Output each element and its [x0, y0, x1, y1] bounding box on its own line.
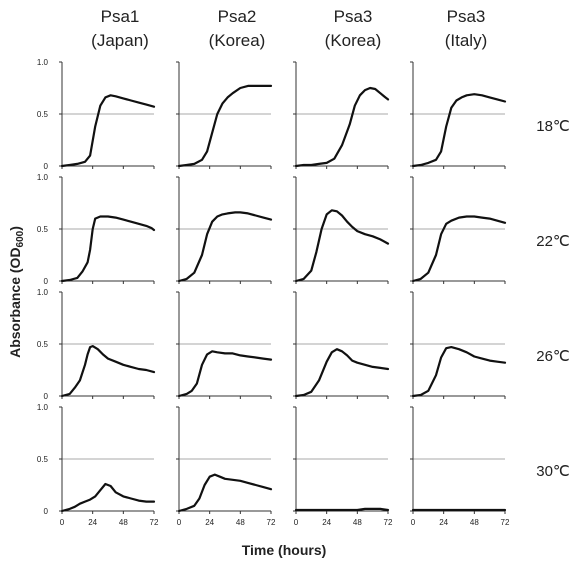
- x-tick-label: 72: [150, 518, 159, 527]
- row-label-30c: 30℃: [536, 463, 570, 480]
- series-line-psa1-japan-26: [60, 345, 156, 398]
- panel-psa2-korea-18: [176, 61, 273, 169]
- column-title-3-line1: Psa3: [334, 7, 373, 26]
- column-title-1-line1: Psa1: [101, 7, 140, 26]
- row-label-22c: 22℃: [536, 233, 570, 250]
- series-line-psa1-japan-22: [60, 215, 156, 283]
- y-tick-label: 0: [44, 392, 49, 401]
- panel-psa1-japan-30: 0 0.5 1.0 0 24 48 72: [37, 403, 159, 527]
- panel-psa3-italy-22: [410, 176, 507, 284]
- x-tick-label: 24: [322, 518, 331, 527]
- y-axis-label-close: ): [7, 226, 23, 231]
- panel-psa1-japan-22: 0 0.5 1.0: [37, 173, 156, 286]
- x-tick-label: 24: [205, 518, 214, 527]
- x-tick-label: 24: [439, 518, 448, 527]
- y-axis-label-subscript: 600: [15, 230, 26, 247]
- column-title-3-line2: (Korea): [325, 31, 382, 50]
- x-tick-label: 0: [177, 518, 182, 527]
- y-tick-label: 0: [44, 507, 49, 516]
- y-tick-label: 1.0: [37, 58, 49, 67]
- y-tick-label: 0.5: [37, 225, 49, 234]
- x-axis-label: Time (hours): [242, 542, 327, 558]
- y-axis-label: Absorbance (OD600): [7, 226, 26, 358]
- column-title-4-line1: Psa3: [447, 7, 486, 26]
- x-tick-label: 72: [384, 518, 393, 527]
- panel-psa2-korea-22: [176, 176, 273, 284]
- x-tick-label: 48: [119, 518, 128, 527]
- x-tick-label: 0: [60, 518, 65, 527]
- row-label-18c: 18℃: [536, 118, 570, 135]
- x-tick-label: 48: [236, 518, 245, 527]
- panel-psa2-korea-26: [176, 291, 273, 399]
- row-temperature-labels: 18℃ 22℃ 26℃ 30℃: [536, 118, 570, 480]
- series-line-psa2-korea-30: [177, 473, 273, 513]
- panel-psa3-italy-18: [410, 61, 507, 169]
- x-tick-label: 24: [88, 518, 97, 527]
- panel-psa1-japan-18: 0 0.5 1.0: [37, 58, 156, 171]
- column-title-1-line2: (Japan): [91, 31, 149, 50]
- series-line-psa1-japan-18: [60, 94, 156, 168]
- panel-psa1-japan-26: 0 0.5 1.0: [37, 288, 156, 401]
- series-line-psa2-korea-18: [177, 84, 273, 168]
- panel-psa3-korea-22: [293, 176, 390, 284]
- series-line-psa3-italy-26: [411, 346, 507, 398]
- row-label-26c: 26℃: [536, 348, 570, 365]
- panel-psa3-korea-26: [293, 291, 390, 399]
- y-tick-label: 0.5: [37, 340, 49, 349]
- x-tick-label: 0: [411, 518, 416, 527]
- y-tick-label: 0: [44, 277, 49, 286]
- series-line-psa3-korea-22: [294, 209, 390, 283]
- x-tick-label: 48: [353, 518, 362, 527]
- x-tick-label: 72: [267, 518, 276, 527]
- x-tick-label: 0: [294, 518, 299, 527]
- column-titles: Psa1 (Japan) Psa2 (Korea) Psa3 (Korea) P…: [91, 7, 487, 50]
- panel-psa3-italy-30: 0 24 48 72: [410, 406, 510, 527]
- panel-psa3-korea-30: 0 24 48 72: [293, 406, 393, 527]
- panel-psa2-korea-30: 0 24 48 72: [176, 406, 276, 527]
- series-line-psa1-japan-30: [60, 482, 156, 513]
- column-title-2-line2: (Korea): [209, 31, 266, 50]
- y-tick-label: 1.0: [37, 173, 49, 182]
- y-tick-label: 0: [44, 162, 49, 171]
- y-axis-label-main: Absorbance (OD: [7, 247, 23, 357]
- x-tick-label: 48: [470, 518, 479, 527]
- series-line-psa2-korea-22: [177, 211, 273, 283]
- panel-psa3-korea-18: [293, 61, 390, 169]
- panel-grid: 0 0.5 1.0 0 0.5 1.0 0 0.5 1.0 0 0.5 1.0 0 24 48 72 0 24 48…: [37, 58, 510, 527]
- series-line-psa2-korea-26: [177, 350, 273, 398]
- series-line-psa3-korea-26: [294, 348, 390, 398]
- panel-psa3-italy-26: [410, 291, 507, 399]
- y-tick-label: 0.5: [37, 110, 49, 119]
- y-tick-label: 0.5: [37, 455, 49, 464]
- y-tick-label: 1.0: [37, 288, 49, 297]
- column-title-2-line1: Psa2: [218, 7, 257, 26]
- x-tick-label: 72: [501, 518, 510, 527]
- y-tick-label: 1.0: [37, 403, 49, 412]
- series-line-psa3-italy-22: [411, 215, 507, 283]
- series-line-psa3-italy-18: [411, 93, 507, 168]
- series-line-psa3-korea-30: [294, 507, 390, 512]
- series-line-psa3-korea-18: [294, 86, 390, 168]
- column-title-4-line2: (Italy): [445, 31, 488, 50]
